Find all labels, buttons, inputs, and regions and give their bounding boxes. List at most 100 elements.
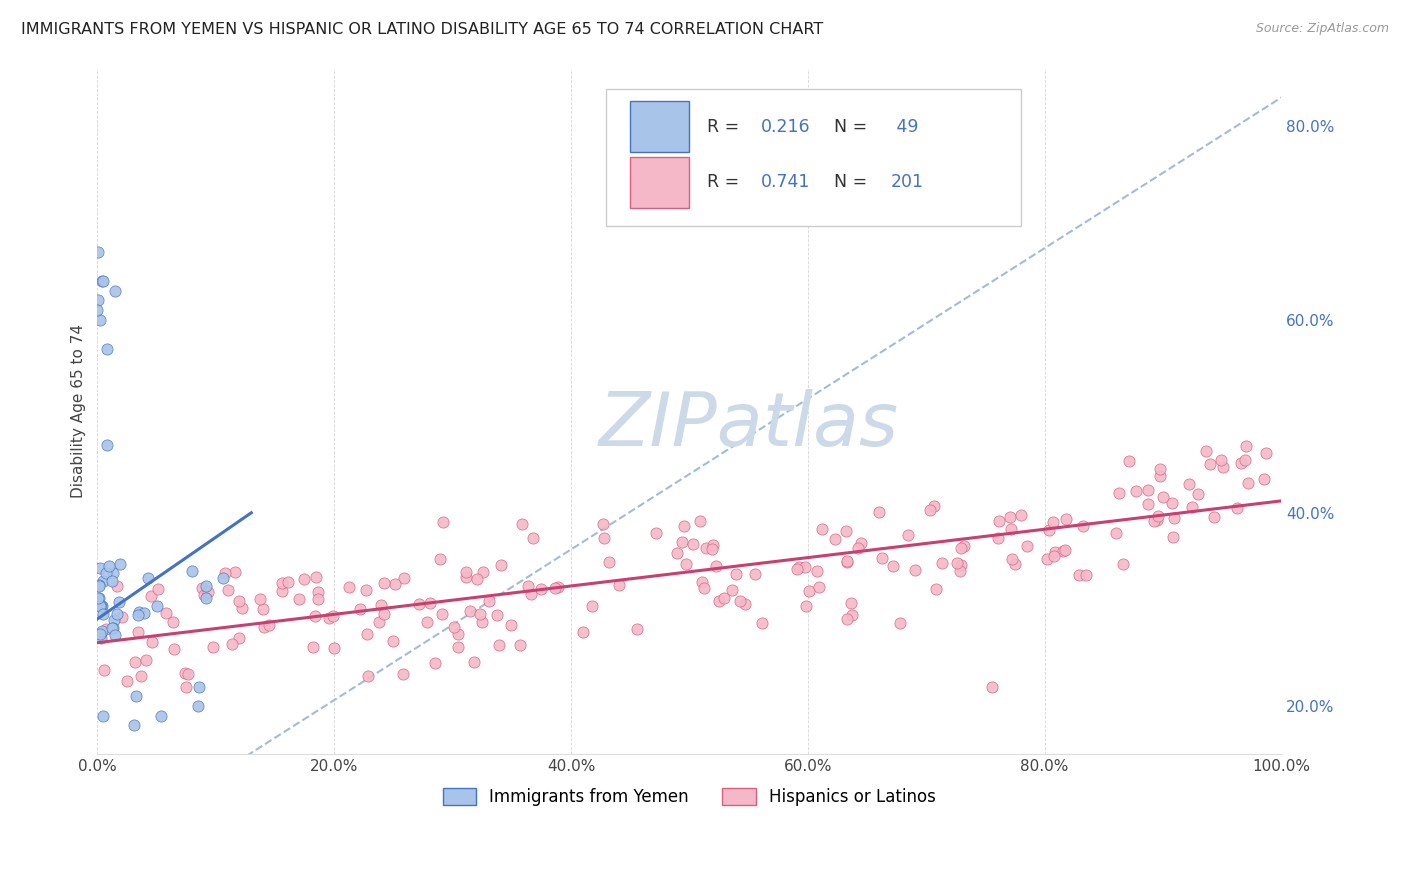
- Point: [101, 566, 124, 580]
- Point: [96, 342, 118, 356]
- Point: [249, 591, 271, 606]
- Point: [91, 574, 114, 588]
- Point: [598, 555, 620, 569]
- Point: [197, 585, 219, 599]
- Point: [839, 596, 862, 610]
- Point: [228, 632, 250, 646]
- Point: [337, 581, 360, 595]
- Point: [141, 634, 163, 648]
- Point: [212, 571, 235, 585]
- Point: [1053, 542, 1076, 557]
- Point: [149, 708, 172, 723]
- Point: [89, 561, 111, 575]
- FancyBboxPatch shape: [630, 101, 689, 153]
- Point: [430, 607, 453, 621]
- Point: [416, 615, 439, 629]
- Point: [1209, 452, 1232, 467]
- Point: [465, 572, 488, 586]
- Point: [1254, 446, 1277, 460]
- Point: [1000, 522, 1022, 536]
- Point: [488, 638, 510, 652]
- Point: [797, 583, 820, 598]
- Point: [257, 617, 280, 632]
- Point: [1118, 454, 1140, 468]
- Point: [307, 592, 329, 607]
- Point: [253, 620, 276, 634]
- Point: [486, 608, 509, 623]
- Point: [1226, 500, 1249, 515]
- Point: [87, 245, 110, 260]
- Point: [90, 599, 112, 613]
- Point: [367, 615, 389, 629]
- Point: [201, 640, 224, 654]
- Point: [645, 525, 668, 540]
- Point: [808, 580, 831, 594]
- Point: [305, 570, 328, 584]
- Point: [665, 546, 688, 560]
- Point: [87, 591, 110, 605]
- Point: [94, 566, 117, 581]
- Point: [357, 669, 380, 683]
- Point: [882, 559, 904, 574]
- Point: [101, 621, 124, 635]
- Point: [689, 515, 711, 529]
- Point: [690, 575, 713, 590]
- Point: [1105, 525, 1128, 540]
- Point: [91, 708, 114, 723]
- Text: IMMIGRANTS FROM YEMEN VS HISPANIC OR LATINO DISABILITY AGE 65 TO 74 CORRELATION : IMMIGRANTS FROM YEMEN VS HISPANIC OR LAT…: [21, 22, 824, 37]
- Point: [108, 557, 131, 571]
- Point: [103, 613, 125, 627]
- Point: [572, 624, 595, 639]
- Point: [948, 564, 970, 578]
- Point: [744, 566, 766, 581]
- Point: [1042, 515, 1064, 529]
- Point: [108, 595, 131, 609]
- Point: [530, 582, 553, 596]
- Point: [148, 582, 170, 596]
- Point: [870, 551, 893, 566]
- Point: [787, 560, 810, 574]
- Point: [751, 615, 773, 630]
- Point: [307, 584, 329, 599]
- Point: [520, 587, 543, 601]
- Point: [835, 554, 858, 568]
- Text: 201: 201: [890, 173, 924, 191]
- Point: [471, 565, 494, 579]
- Point: [322, 640, 344, 655]
- Point: [224, 565, 246, 579]
- Point: [104, 284, 127, 298]
- Point: [1146, 513, 1168, 527]
- Point: [288, 591, 311, 606]
- Point: [1125, 483, 1147, 498]
- Text: 49: 49: [890, 118, 918, 136]
- Point: [90, 274, 112, 288]
- Point: [301, 640, 323, 654]
- Point: [734, 597, 756, 611]
- Point: [356, 626, 378, 640]
- Point: [101, 621, 124, 635]
- Point: [322, 608, 344, 623]
- Point: [89, 599, 111, 613]
- Point: [499, 618, 522, 632]
- Point: [1143, 514, 1166, 528]
- Point: [904, 563, 927, 577]
- Point: [1161, 496, 1184, 510]
- Point: [672, 519, 695, 533]
- Point: [949, 541, 972, 555]
- Point: [671, 535, 693, 549]
- Point: [447, 626, 470, 640]
- Point: [950, 558, 973, 573]
- Point: [163, 642, 186, 657]
- Point: [124, 655, 146, 669]
- Point: [195, 579, 218, 593]
- Text: N =: N =: [834, 118, 873, 136]
- Point: [373, 607, 395, 622]
- Point: [489, 558, 512, 572]
- Point: [91, 274, 114, 288]
- Point: [456, 570, 478, 584]
- Point: [231, 601, 253, 615]
- Point: [446, 640, 468, 655]
- Text: ZIPatlas: ZIPatlas: [599, 389, 898, 461]
- Point: [704, 558, 727, 573]
- Point: [96, 438, 118, 452]
